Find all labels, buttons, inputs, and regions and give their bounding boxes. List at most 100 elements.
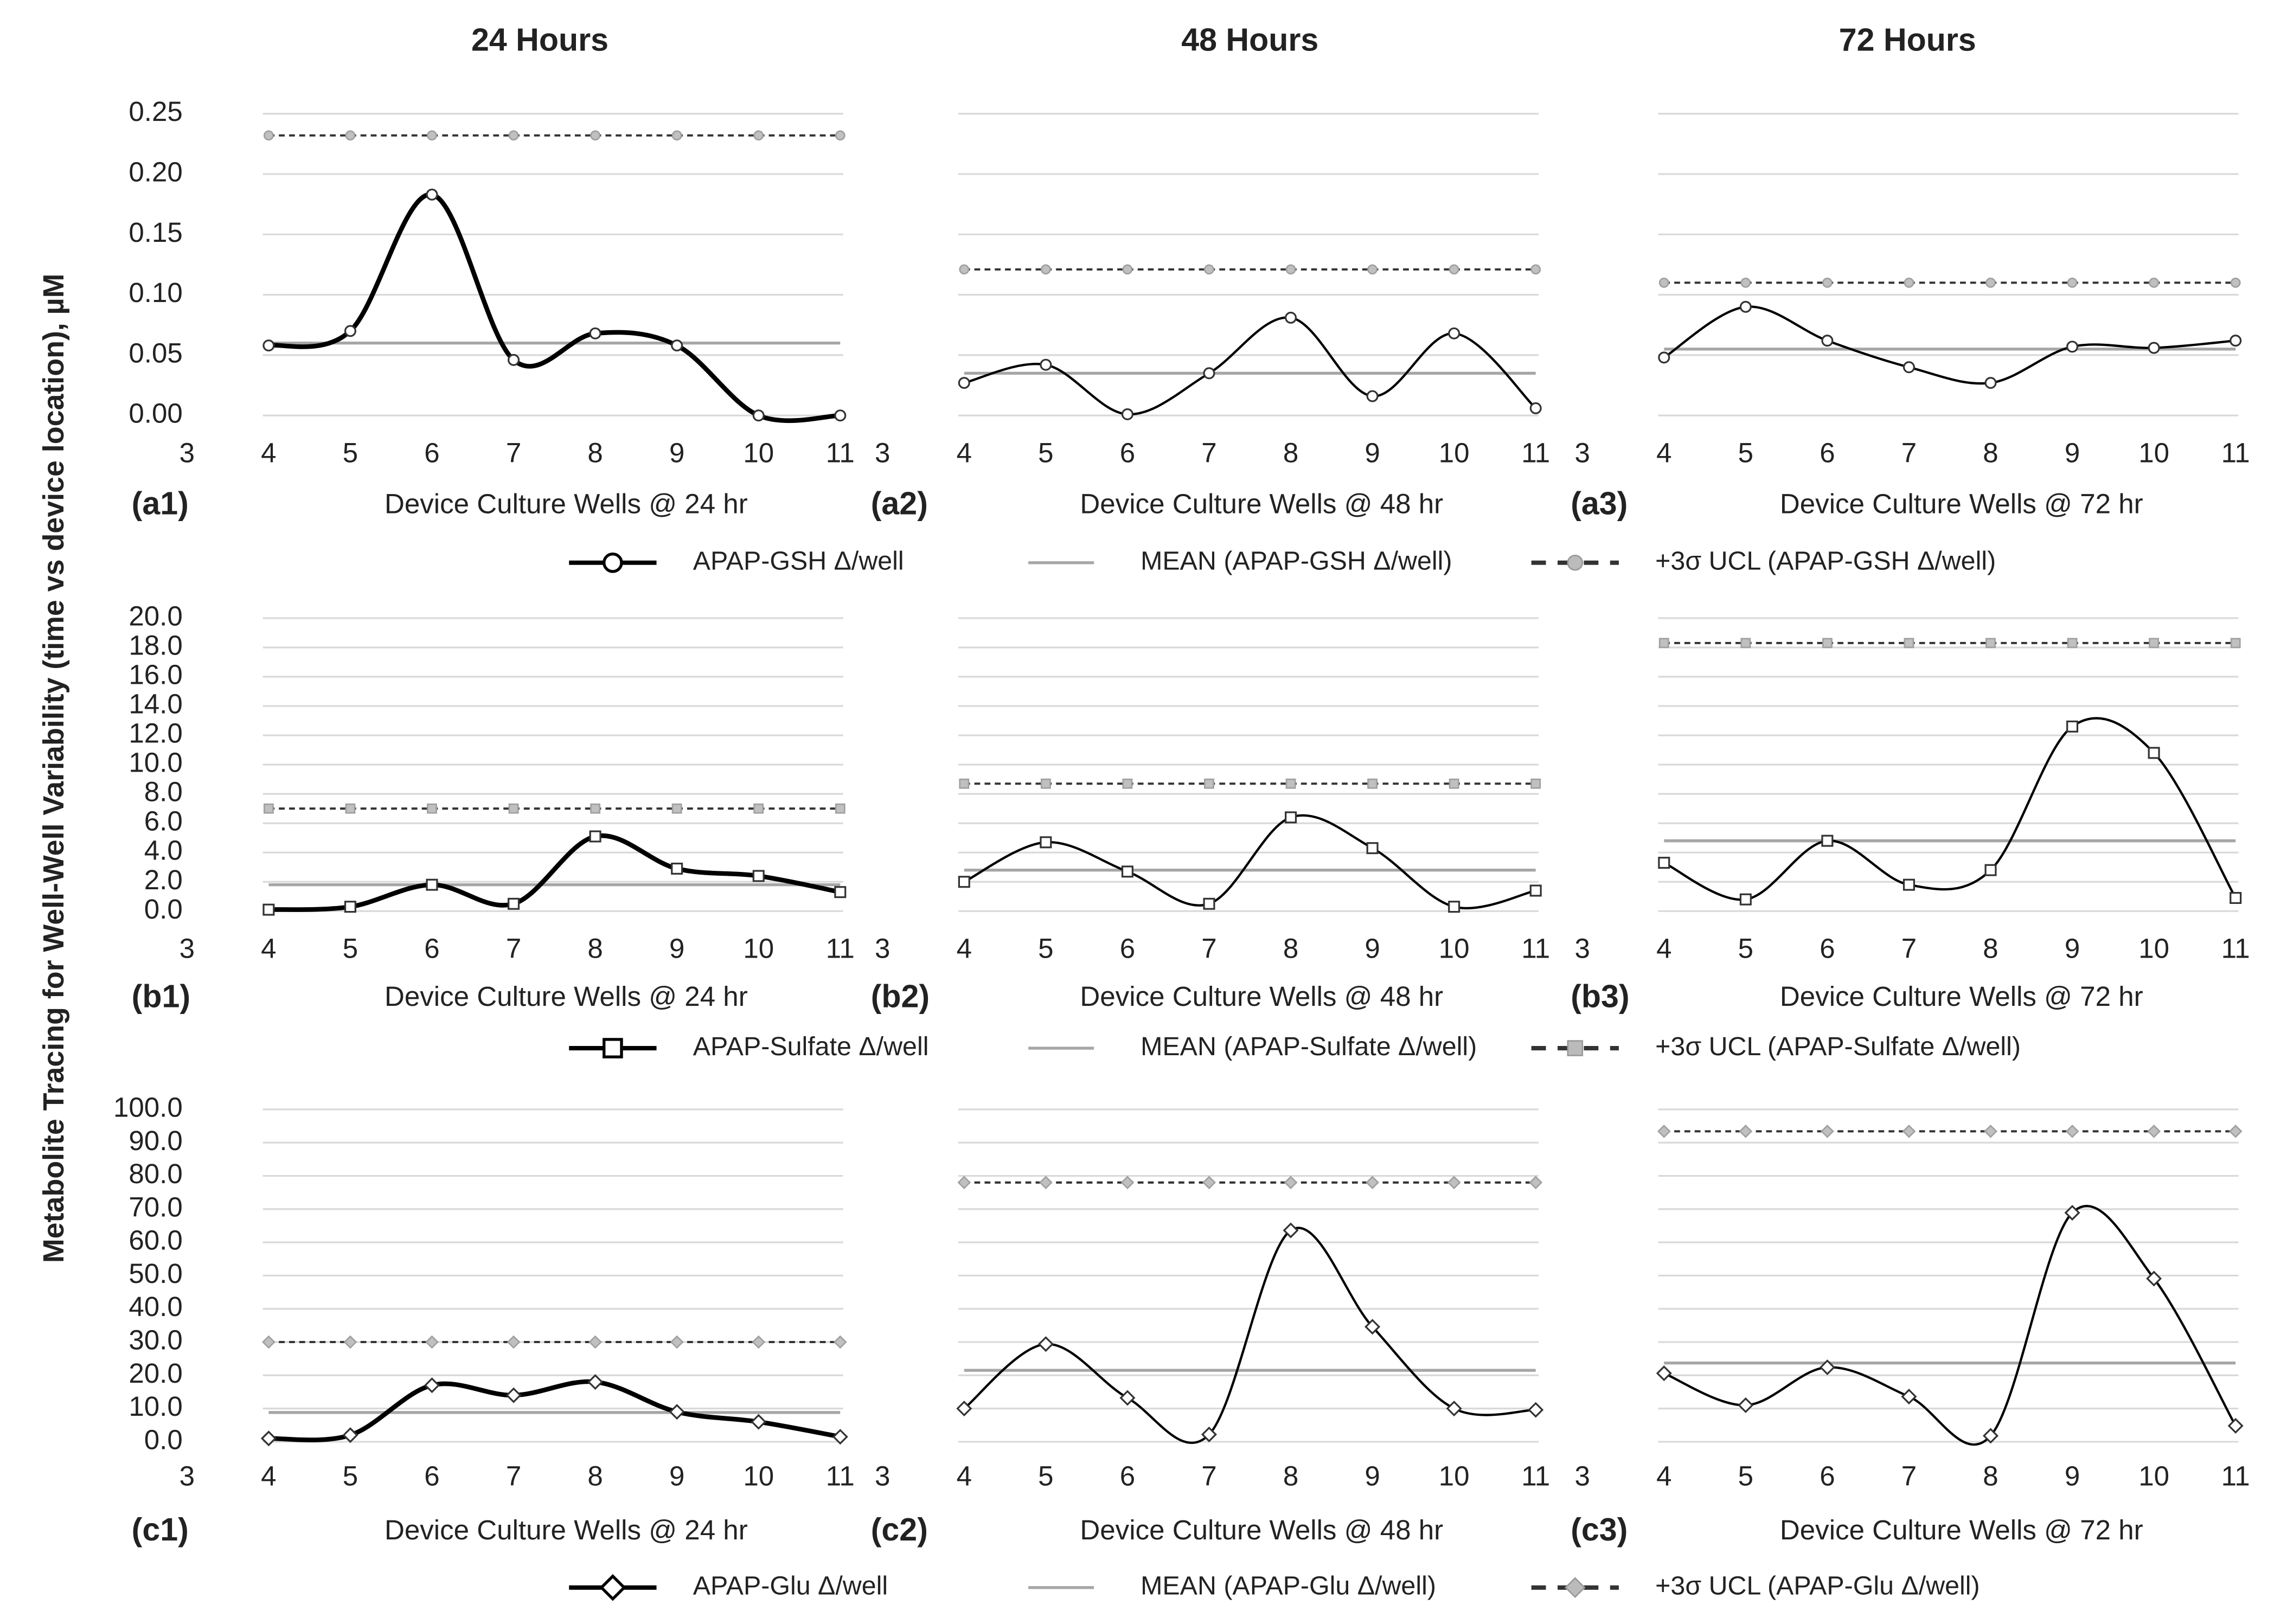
panel-label: (c1) <box>132 1511 189 1548</box>
data-point <box>342 1427 358 1443</box>
y-tick-label: 50.0 <box>129 1258 182 1289</box>
x-tick-label: 4 <box>957 933 972 964</box>
ucl-marker <box>1285 264 1296 275</box>
ucl-marker <box>1449 778 1459 789</box>
data-point <box>1040 358 1052 371</box>
x-tick-label: 10 <box>2138 933 2169 964</box>
x-tick-label: 4 <box>261 1461 276 1492</box>
ucl-marker <box>1366 1176 1379 1190</box>
y-tick-label: 14.0 <box>129 689 182 720</box>
data-line <box>1663 717 2237 901</box>
x-axis-label: Device Culture Wells @ 48 hr <box>1080 1514 1443 1545</box>
data-point <box>1448 327 1460 339</box>
x-tick-label: 6 <box>424 437 439 468</box>
data-point <box>505 1387 522 1403</box>
ucl-marker <box>753 803 764 814</box>
data-point <box>262 339 275 352</box>
x-tick-label: 10 <box>1439 437 1470 468</box>
x-tick-label: 3 <box>1575 437 1590 468</box>
data-point <box>2064 1205 2080 1221</box>
y-tick-label: 10.0 <box>129 1391 182 1422</box>
ucl-marker <box>2147 1125 2161 1138</box>
ucl-marker <box>835 130 845 141</box>
y-tick-label: 0.05 <box>129 337 182 368</box>
data-point <box>1902 878 1915 891</box>
data-point <box>1121 408 1133 421</box>
y-tick-label: 0.0 <box>144 1424 183 1455</box>
x-axis-label: Device Culture Wells @ 72 hr <box>1780 1514 2143 1545</box>
legend-swatch <box>1564 1577 1586 1599</box>
data-point <box>1119 1390 1136 1406</box>
x-tick-label: 8 <box>1283 1461 1298 1492</box>
legend-label: +3σ UCL (APAP-Sulfate Δ/well) <box>1655 1032 2021 1061</box>
y-tick-label: 12.0 <box>129 718 182 749</box>
legend-label: APAP-Glu Δ/well <box>693 1571 888 1601</box>
ucl-marker <box>670 1335 684 1349</box>
ucl-marker <box>753 130 764 141</box>
x-tick-label: 9 <box>2065 437 2080 468</box>
x-tick-label: 9 <box>2065 933 2080 964</box>
ucl-marker <box>2230 277 2241 288</box>
column-title: 48 Hours <box>1181 22 1318 58</box>
x-axis-label: Device Culture Wells @ 48 hr <box>1080 981 1443 1012</box>
y-tick-label: 70.0 <box>129 1191 182 1222</box>
data-point <box>1201 1426 1217 1442</box>
ucl-marker <box>1122 778 1133 789</box>
x-tick-label: 8 <box>1983 437 1998 468</box>
data-point <box>1821 335 1834 347</box>
panel-label: (a1) <box>132 485 189 522</box>
x-tick-label: 4 <box>957 1461 972 1492</box>
data-point <box>262 903 275 916</box>
data-point <box>752 870 765 882</box>
x-tick-label: 5 <box>343 437 358 468</box>
ucl-marker <box>2065 1125 2079 1138</box>
data-point <box>426 878 438 891</box>
x-tick-label: 7 <box>1201 437 1216 468</box>
ucl-marker <box>752 1335 766 1349</box>
ucl-marker <box>508 130 519 141</box>
data-line <box>268 833 841 912</box>
data-point <box>1121 865 1133 878</box>
ucl-marker <box>343 1335 357 1349</box>
ucl-marker <box>959 778 970 789</box>
x-tick-label: 11 <box>1521 437 1550 468</box>
x-tick-label: 5 <box>1038 933 1053 964</box>
data-point <box>1366 842 1379 855</box>
ucl-marker <box>1449 264 1459 275</box>
data-point <box>1364 1319 1381 1335</box>
data-point <box>1821 835 1834 847</box>
x-tick-label: 10 <box>2138 1461 2169 1492</box>
ucl-marker <box>262 1335 276 1349</box>
x-tick-label: 6 <box>1820 437 1835 468</box>
x-tick-label: 9 <box>1364 933 1380 964</box>
x-tick-label: 6 <box>1820 933 1835 964</box>
x-tick-label: 10 <box>1439 933 1470 964</box>
data-point <box>2148 342 2160 354</box>
data-point <box>2066 341 2079 353</box>
x-tick-label: 10 <box>743 933 774 964</box>
x-tick-label: 3 <box>875 1461 890 1492</box>
ucl-marker <box>1658 277 1669 288</box>
y-tick-label: 0.20 <box>129 157 182 188</box>
data-line <box>963 1227 1536 1444</box>
ucl-marker <box>1985 277 1996 288</box>
ucl-marker <box>263 130 274 141</box>
ucl-marker <box>671 803 682 814</box>
ucl-marker <box>2230 638 2241 649</box>
x-tick-label: 3 <box>875 933 890 964</box>
y-tick-label: 100.0 <box>113 1092 183 1122</box>
data-point <box>671 339 683 352</box>
ucl-marker <box>1039 1176 1053 1190</box>
x-tick-label: 5 <box>343 933 358 964</box>
panel-label: (a3) <box>1571 485 1628 522</box>
x-tick-label: 8 <box>587 1461 603 1492</box>
y-tick-label: 0.15 <box>129 217 182 248</box>
ucl-marker <box>425 1335 439 1349</box>
x-axis-label: Device Culture Wells @ 24 hr <box>385 1514 748 1545</box>
data-point <box>2230 335 2242 347</box>
ucl-marker <box>1984 1125 1997 1138</box>
data-point <box>260 1430 277 1447</box>
ucl-marker <box>2149 638 2160 649</box>
x-tick-label: 10 <box>743 437 774 468</box>
data-point <box>1901 1389 1917 1405</box>
